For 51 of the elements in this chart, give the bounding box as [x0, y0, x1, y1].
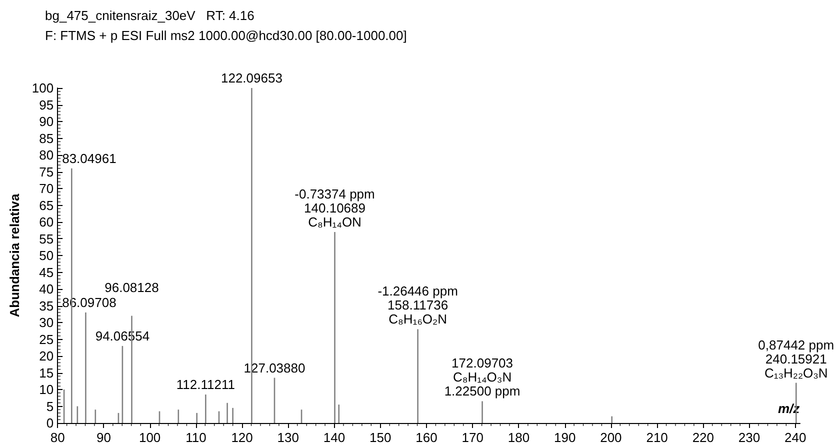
y-tick-label: 50	[39, 248, 54, 263]
y-tick-label: 20	[39, 348, 54, 364]
y-tick-label: 5	[46, 398, 54, 414]
annotation: -0.73374 ppm 140.10689 C₈H₁₄ON	[294, 186, 375, 230]
y-tick-label: 15	[39, 365, 54, 380]
x-tick-label: 90	[96, 430, 111, 445]
x-tick-label: 110	[186, 430, 206, 445]
chart-subtitle: F: FTMS + p ESI Full ms2 1000.00@hcd30.00 [80.00-1000.00]	[45, 28, 407, 43]
x-tick-label: 180	[508, 430, 530, 445]
x-tick-label: 170	[462, 430, 484, 445]
annotation: 172.09703 C₈H₁₄O₃N 1.22500 ppm	[444, 356, 520, 399]
x-tick-label: 130	[277, 430, 300, 445]
annotation: 96.08128	[104, 280, 159, 295]
annotation: 122.09653	[220, 70, 282, 86]
annotation: 86.09708	[62, 294, 116, 310]
y-axis-title: Abundancia relativa	[7, 192, 22, 318]
x-tick-label: 190	[554, 430, 576, 445]
y-tick-label: 25	[39, 332, 54, 347]
x-tick-label: 220	[692, 430, 714, 445]
y-tick-label: 65	[39, 198, 54, 213]
x-tick-label: 240	[784, 430, 806, 445]
x-tick-label: 230	[738, 430, 760, 445]
x-tick-label: 140	[323, 430, 346, 445]
y-tick-label: 45	[39, 264, 54, 280]
y-tick-label: 90	[39, 114, 54, 129]
y-tick-label: 95	[39, 97, 54, 112]
annotation: 0,87442 ppm 240.15921 C₁₃H₂₂O₃N	[758, 337, 834, 380]
y-tick-label: 70	[39, 181, 54, 196]
y-tick-label: 35	[39, 298, 54, 314]
y-tick-label: 100	[32, 80, 54, 96]
chart-title: bg_475_cnitensraiz_30eV RT: 4.16	[45, 8, 254, 23]
y-tick-label: 60	[39, 214, 54, 230]
x-tick-label: 160	[416, 430, 438, 445]
x-tick-label: 100	[138, 430, 161, 445]
annotation: -1.26446 ppm 158.11736 C₈H₁₆O₂N	[378, 284, 458, 327]
y-tick-label: 75	[39, 164, 54, 180]
annotation: 83.04961	[62, 150, 116, 166]
annotation: 127.03880	[244, 360, 306, 376]
x-tick-label: 150	[370, 430, 392, 445]
y-tick-label: 10	[39, 382, 54, 397]
y-tick-label: 40	[39, 282, 54, 296]
annotation: 94.06554	[95, 328, 150, 344]
x-tick-label: 120	[231, 430, 253, 445]
y-tick-label: 85	[39, 130, 54, 146]
y-tick-label: 55	[39, 231, 54, 246]
x-tick-label: 200	[600, 430, 622, 445]
y-tick-label: 0	[46, 416, 54, 430]
annotation: 112.11211	[176, 377, 235, 392]
x-tick-label: 210	[646, 430, 668, 445]
y-tick-label: 30	[39, 315, 54, 330]
y-tick-label: 80	[39, 148, 54, 162]
